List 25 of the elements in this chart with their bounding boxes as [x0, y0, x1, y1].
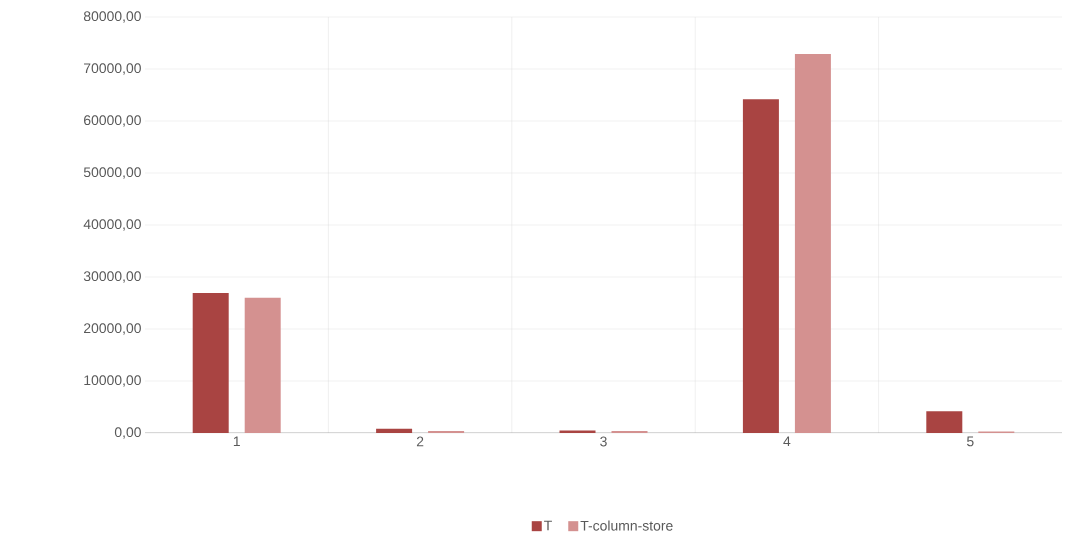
bar: [742, 99, 779, 433]
bar: [794, 53, 831, 433]
legend-label: T: [544, 520, 552, 531]
y-tick-label: 60000,00: [84, 115, 141, 127]
y-tick-label: 80000,00: [83, 11, 141, 23]
y-tick-label: 30000,00: [83, 271, 141, 283]
bar: [926, 411, 963, 433]
bar: [244, 297, 281, 433]
y-tick-label: 50000,00: [83, 167, 141, 179]
bar: [559, 430, 596, 433]
y-tick-label: 0,00: [114, 427, 141, 439]
y-tick-label: 70000,00: [84, 63, 141, 75]
x-tick-label: 5: [966, 436, 974, 447]
x-tick-label: 2: [416, 436, 424, 447]
legend-label: T-column-store: [580, 520, 673, 531]
bar: [611, 430, 648, 433]
y-tick-label: 10000,00: [84, 375, 141, 387]
x-tick-label: 4: [783, 436, 791, 447]
bar: [192, 293, 229, 433]
bar: [428, 430, 465, 433]
x-tick-label: 3: [600, 436, 607, 447]
y-tick-label: 20000,00: [84, 323, 141, 335]
y-tick-label: 40000,00: [83, 219, 141, 231]
x-tick-label: 1: [233, 436, 240, 447]
bar: [376, 428, 413, 433]
